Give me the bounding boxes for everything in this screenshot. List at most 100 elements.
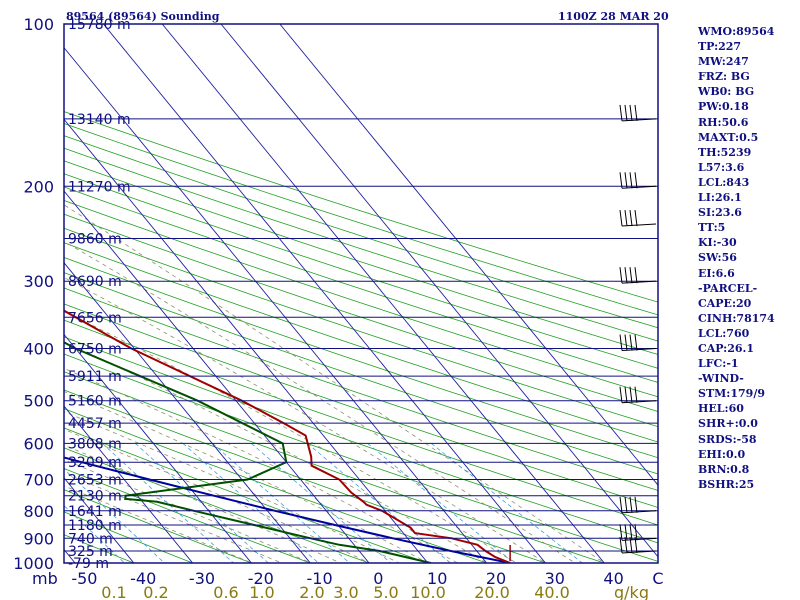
index-item: MW:247	[698, 55, 749, 69]
wind-barb-feather	[619, 386, 623, 403]
dry-adiabat-line	[64, 511, 194, 563]
wind-barb-feather	[624, 536, 628, 554]
temperature-tick-label: 40	[603, 569, 623, 588]
mixing-ratio-unit-label: g/kg	[614, 583, 649, 600]
station-title: 89564 (89564) Sounding	[66, 10, 220, 23]
mixing-ratio-label: 0.2	[143, 583, 168, 600]
dry-adiabat-line	[64, 303, 658, 508]
wind-barb-feather	[624, 334, 628, 351]
indices-panel: WMO:89564 TP:227 MW:247 FRZ: BG WB0: BG PW:0.…	[698, 24, 798, 492]
index-item: SW:56	[698, 251, 737, 265]
dry-adiabat-line	[64, 534, 135, 563]
moist-adiabat-line	[64, 391, 430, 563]
moist-adiabat-line	[64, 444, 342, 563]
pressure-tick-label: 400	[23, 340, 54, 359]
isotherm-line	[103, 24, 547, 563]
mixing-ratio-label: 0.1	[101, 583, 126, 600]
wind-barb	[619, 172, 657, 189]
wind-barb-feather	[634, 536, 638, 554]
height-level-label: 3209 m	[68, 455, 122, 471]
wind-barb-feather	[634, 524, 638, 541]
wind-barb-feather	[629, 172, 633, 189]
wind-barb-staff	[621, 185, 657, 189]
index-item: L57:3.6	[698, 160, 745, 174]
mixing-ratio-line	[212, 443, 351, 563]
height-level-label: -79 m	[68, 556, 109, 572]
height-level-label: 2653 m	[68, 473, 122, 489]
index-item: TH:5239	[698, 145, 752, 159]
height-level-label: 7656 m	[68, 310, 122, 326]
wind-barb-feather	[619, 104, 623, 121]
height-level-label: 13140 m	[68, 112, 131, 128]
pressure-tick-label: 900	[23, 529, 54, 548]
wind-barb-feather	[624, 172, 628, 189]
index-item: WB0: BG	[698, 85, 755, 99]
mixing-ratio-label: 5.0	[373, 583, 398, 600]
wind-barb-feather	[634, 496, 638, 513]
wind-barb	[619, 536, 657, 554]
dry-adiabat-line	[64, 257, 658, 459]
wind-barb-feather	[629, 334, 633, 351]
wind-barb-feather	[619, 334, 623, 351]
moist-adiabat-line	[64, 428, 371, 563]
dry-adiabat-line	[64, 173, 658, 369]
pressure-tick-label: 300	[23, 272, 54, 291]
height-level-label: 4457 m	[68, 416, 122, 432]
pressure-tick-label: 200	[23, 177, 54, 196]
index-item: FRZ: BG	[698, 70, 750, 84]
wind-barb	[619, 267, 657, 284]
wind-barb-feather	[629, 104, 633, 121]
mixing-ratio-label: 10.0	[410, 583, 446, 600]
wind-barb-feather	[634, 104, 638, 121]
height-level-label: 11270 m	[68, 179, 131, 195]
dry-adiabat-line	[64, 213, 658, 412]
wind-barb-feather	[619, 209, 623, 227]
temperature-tick-label: -50	[71, 569, 97, 588]
dry-adiabat-line	[64, 287, 658, 491]
wind-barb	[619, 386, 657, 404]
mixing-ratio-lines	[64, 443, 583, 563]
index-item: TP:227	[698, 40, 742, 54]
wind-barb-feather	[629, 209, 633, 227]
temperature-tick-label: -40	[130, 569, 156, 588]
temperature-tick-label: 0	[373, 569, 383, 588]
index-item: RH:50.6	[698, 115, 749, 129]
index-item: STM:179/9	[698, 387, 765, 401]
isotherm-line	[0, 24, 26, 574]
wind-barb-feather	[624, 267, 628, 284]
mixing-ratio-line	[182, 443, 320, 563]
wind-barb	[619, 496, 657, 514]
wind-barb-feather	[634, 209, 638, 227]
dry-adiabat-line	[64, 186, 658, 383]
wind-barb-feather	[629, 386, 633, 403]
pressure-tick-label: 500	[23, 392, 54, 411]
mixing-ratio-line	[251, 443, 392, 563]
moist-adiabat-line	[64, 485, 254, 563]
plot-frame	[63, 23, 659, 564]
wind-barb-feather	[619, 267, 623, 284]
temperature-tick-label: -30	[189, 569, 215, 588]
dry-adiabat-line	[64, 353, 658, 562]
mixing-ratio-line	[102, 443, 235, 563]
index-item: SRDS:-58	[698, 432, 757, 446]
dry-adiabat-line	[64, 319, 658, 526]
dry-adiabat-line	[64, 160, 658, 355]
wind-barb-feather	[629, 536, 633, 554]
temperature-tick-label: -20	[248, 569, 274, 588]
index-item: LCL:843	[698, 175, 750, 189]
height-level-label: 9860 m	[68, 232, 122, 248]
dry-adiabat-line	[64, 408, 488, 563]
wind-barb	[619, 104, 657, 122]
isotherm-line	[64, 477, 135, 563]
isotherm-line	[64, 46, 488, 563]
index-item: BSHR:25	[698, 477, 755, 491]
pressure-tick-label: 800	[23, 502, 54, 521]
wind-barb-feather	[624, 496, 628, 513]
pressure-unit-label: mb	[32, 569, 58, 588]
mixing-ratio-line	[135, 443, 269, 563]
pressure-tick-label: 100	[23, 15, 54, 34]
height-level-label: 3808 m	[68, 436, 122, 452]
isotherm-line	[220, 24, 658, 558]
temperature-line	[64, 309, 511, 563]
wind-barb-feather	[624, 524, 628, 541]
